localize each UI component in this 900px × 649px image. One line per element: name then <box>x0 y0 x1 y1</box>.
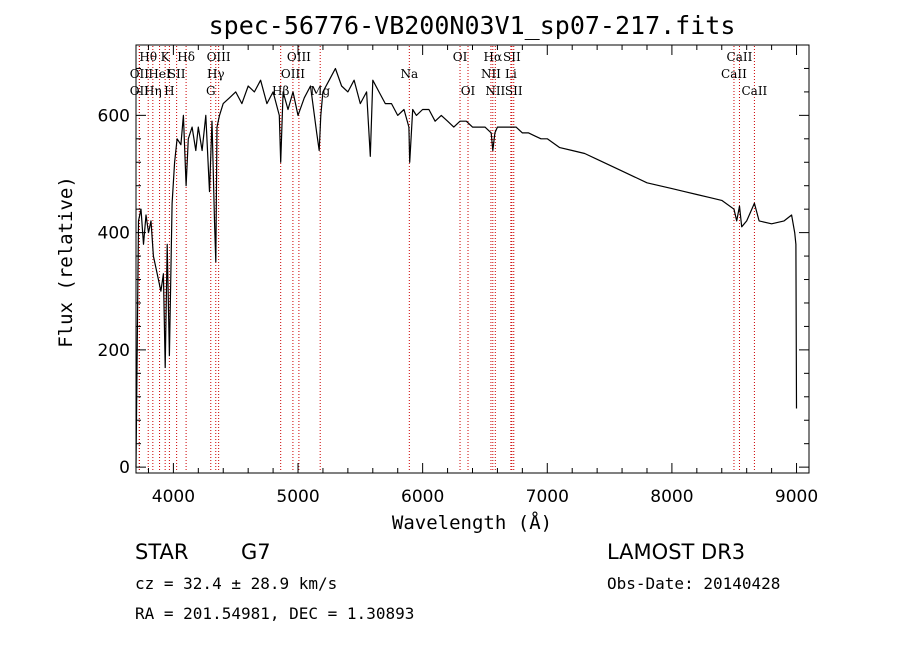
axis-tick-labels: 4000 5000 6000 7000 8000 9000 0 200 400 600 <box>98 106 819 507</box>
y-tick-label: 200 <box>98 341 130 361</box>
y-axis-label: Flux (relative) <box>55 176 77 348</box>
object-class: STAR <box>135 540 188 564</box>
survey-name: LAMOST DR3 <box>607 540 745 564</box>
line-marker-label: Hα <box>484 50 503 64</box>
line-marker-label: CaII <box>721 67 747 81</box>
line-marker-label: HeI <box>148 67 171 81</box>
line-marker-label: OIII <box>287 50 311 64</box>
chart-title: spec-56776-VB200N03V1_sp07-217.fits <box>209 11 736 40</box>
x-tick-label: 7000 <box>526 487 569 507</box>
observation-date: Obs-Date: 20140428 <box>607 574 780 593</box>
line-marker-label: CaII <box>727 50 753 64</box>
line-marker-label: Hδ <box>177 50 195 64</box>
x-tick-label: 6000 <box>401 487 444 507</box>
line-marker-label: Li <box>505 67 517 81</box>
x-tick-label: 4000 <box>152 487 195 507</box>
line-marker-label: K <box>161 50 171 64</box>
line-marker-label: NII <box>481 67 501 81</box>
line-marker-label: NII <box>485 84 505 98</box>
line-markers <box>138 46 755 472</box>
x-tick-label: 9000 <box>775 487 818 507</box>
spectrum-line <box>135 67 798 468</box>
line-marker-labels: OII OII Hθ Hη HeI K H SII Hδ G Hγ OIII Hβ OIII OIII Mg N… <box>130 50 768 98</box>
line-marker-label: SII <box>505 84 523 98</box>
object-subclass: G7 <box>241 540 271 564</box>
x-axis-label: Wavelength (Å) <box>392 511 552 534</box>
line-marker-label: Mg <box>310 84 330 98</box>
line-marker-label: OIII <box>281 67 305 81</box>
line-marker-label: CaII <box>741 84 767 98</box>
line-marker-label: Na <box>400 67 418 81</box>
line-marker-label: H <box>164 84 174 98</box>
spectrum-series <box>135 67 798 468</box>
line-marker-label: Hθ <box>139 50 157 64</box>
redshift-cz: cz = 32.4 ± 28.9 km/s <box>135 574 337 593</box>
coordinates: RA = 201.54981, DEC = 1.30893 <box>135 604 414 623</box>
y-tick-label: 600 <box>98 106 130 126</box>
line-marker-label: Hβ <box>272 84 289 98</box>
line-marker-label: OI <box>461 84 476 98</box>
line-marker-label: SII <box>503 50 521 64</box>
line-marker-label: OII <box>130 84 150 98</box>
line-marker-label: OIII <box>207 50 231 64</box>
line-marker-label: Hγ <box>207 67 225 81</box>
line-marker-label: Hη <box>144 84 162 98</box>
line-marker-label: SII <box>168 67 186 81</box>
y-tick-label: 400 <box>98 224 130 244</box>
x-tick-label: 8000 <box>650 487 693 507</box>
y-tick-label: 0 <box>119 458 130 478</box>
line-marker-label: OII <box>130 67 150 81</box>
axis-ticks <box>136 44 809 473</box>
line-marker-label: G <box>206 84 216 98</box>
plot-frame <box>135 44 810 474</box>
line-marker-label: OI <box>453 50 468 64</box>
x-tick-label: 5000 <box>276 487 319 507</box>
